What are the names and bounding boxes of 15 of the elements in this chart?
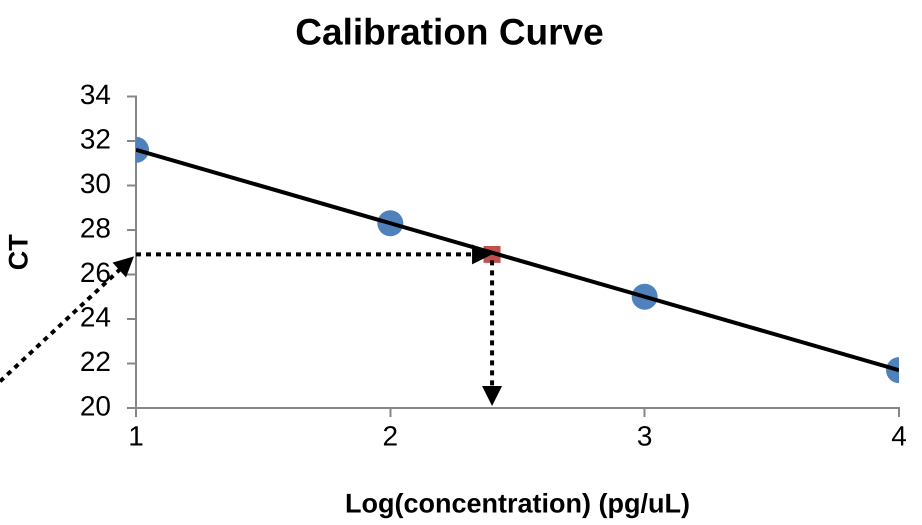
chart-title: Calibration Curve <box>295 11 604 52</box>
y-tick-label: 28 <box>80 212 111 244</box>
x-axis-title: Log(concentration) (pg/uL) <box>345 488 690 518</box>
y-tick-label: 20 <box>80 390 111 422</box>
x-tick-label: 3 <box>636 420 652 452</box>
y-tick-label: 32 <box>80 124 111 155</box>
x-tick-label: 2 <box>382 420 398 452</box>
y-axis-title: CT <box>4 234 34 270</box>
y-tick-label: 22 <box>80 346 111 378</box>
y-tick-label: 26 <box>80 257 111 288</box>
y-tick-label: 30 <box>80 168 111 200</box>
y-tick-label: 34 <box>80 79 111 110</box>
y-tick-label: 24 <box>80 302 111 333</box>
x-tick-label: 4 <box>891 420 907 452</box>
x-tick-label: 1 <box>128 420 144 452</box>
